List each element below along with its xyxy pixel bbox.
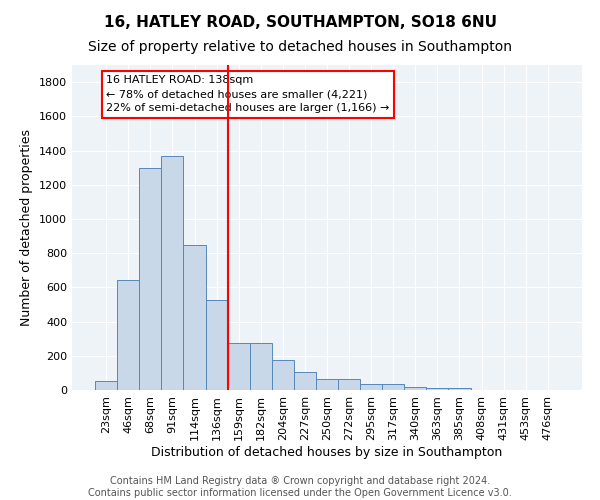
Bar — [184, 246, 206, 390]
Bar — [161, 156, 184, 390]
Text: Size of property relative to detached houses in Southampton: Size of property relative to detached ho… — [88, 40, 512, 54]
Y-axis label: Number of detached properties: Number of detached properties — [20, 129, 34, 326]
Bar — [404, 386, 427, 390]
X-axis label: Distribution of detached houses by size in Southampton: Distribution of detached houses by size … — [151, 446, 503, 458]
Bar — [206, 300, 227, 390]
Bar — [117, 280, 139, 390]
Bar — [427, 388, 448, 390]
Bar — [139, 168, 161, 390]
Bar — [338, 379, 360, 390]
Bar — [448, 388, 470, 390]
Bar — [316, 379, 338, 390]
Bar — [272, 360, 294, 390]
Text: 16 HATLEY ROAD: 138sqm
← 78% of detached houses are smaller (4,221)
22% of semi-: 16 HATLEY ROAD: 138sqm ← 78% of detached… — [106, 76, 390, 114]
Bar — [250, 343, 272, 390]
Text: 16, HATLEY ROAD, SOUTHAMPTON, SO18 6NU: 16, HATLEY ROAD, SOUTHAMPTON, SO18 6NU — [104, 15, 497, 30]
Bar — [227, 343, 250, 390]
Text: Contains HM Land Registry data ® Crown copyright and database right 2024.
Contai: Contains HM Land Registry data ® Crown c… — [88, 476, 512, 498]
Bar — [382, 384, 404, 390]
Bar — [95, 380, 117, 390]
Bar — [294, 372, 316, 390]
Bar — [360, 384, 382, 390]
